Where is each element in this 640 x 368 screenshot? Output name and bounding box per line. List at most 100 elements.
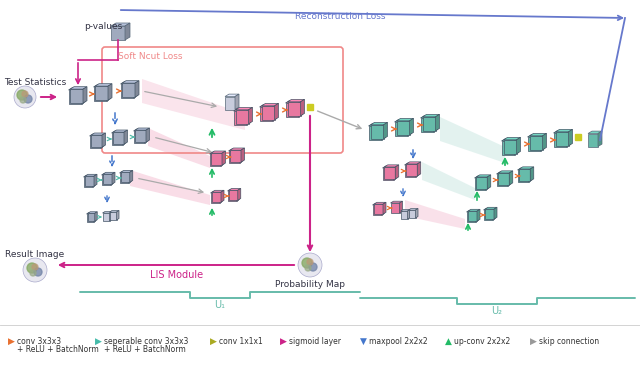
Polygon shape [568,130,573,146]
Polygon shape [246,109,250,125]
Circle shape [34,268,42,276]
Polygon shape [405,200,465,229]
Polygon shape [422,114,440,117]
Polygon shape [93,175,95,187]
Polygon shape [83,177,93,187]
Polygon shape [518,168,532,170]
Polygon shape [241,148,244,162]
Polygon shape [225,96,235,110]
Polygon shape [228,190,237,200]
Polygon shape [509,171,513,185]
Polygon shape [394,166,397,180]
Text: LIS Module: LIS Module [150,270,203,280]
Polygon shape [486,176,489,190]
Polygon shape [220,191,223,203]
Polygon shape [109,210,119,212]
Polygon shape [211,191,223,193]
Text: Probability Map: Probability Map [275,280,345,289]
Circle shape [309,263,317,271]
Polygon shape [556,130,573,132]
Polygon shape [401,211,408,219]
Text: + ReLU + BatchNorm: + ReLU + BatchNorm [104,345,186,354]
Polygon shape [90,136,100,148]
Polygon shape [239,149,243,163]
Text: up-conv 2x2x2: up-conv 2x2x2 [454,337,510,346]
Polygon shape [102,175,111,185]
Polygon shape [120,82,138,84]
Polygon shape [440,117,505,163]
Circle shape [302,258,312,268]
Polygon shape [394,122,408,136]
Polygon shape [381,124,385,140]
Polygon shape [275,103,278,120]
Polygon shape [102,133,106,147]
Polygon shape [227,189,239,191]
Polygon shape [83,87,87,103]
Polygon shape [209,154,221,166]
Circle shape [307,259,313,265]
Polygon shape [504,140,516,154]
Polygon shape [230,148,244,150]
Polygon shape [116,210,119,220]
Polygon shape [228,188,241,190]
Polygon shape [566,131,570,147]
Polygon shape [410,118,413,135]
Polygon shape [372,203,385,205]
Polygon shape [408,209,410,219]
Polygon shape [90,134,104,136]
Polygon shape [135,128,150,130]
Text: ▶: ▶ [530,337,537,346]
Polygon shape [135,130,146,142]
Polygon shape [298,100,303,117]
Circle shape [17,90,27,100]
Text: U₁: U₁ [214,300,225,310]
Polygon shape [420,118,433,132]
Polygon shape [108,84,112,100]
Polygon shape [111,26,125,40]
Polygon shape [103,172,115,174]
Polygon shape [529,134,547,136]
Polygon shape [236,110,248,124]
Polygon shape [121,170,132,172]
Polygon shape [381,203,385,215]
Polygon shape [209,152,224,154]
Polygon shape [221,190,224,202]
Text: ▶: ▶ [210,337,217,346]
Polygon shape [527,137,541,151]
Polygon shape [397,121,410,135]
Polygon shape [422,162,475,200]
Polygon shape [88,213,95,221]
Polygon shape [102,173,113,175]
Polygon shape [228,151,239,163]
Text: Result Image: Result Image [5,250,64,259]
Polygon shape [406,162,420,164]
Polygon shape [417,162,420,176]
Text: ▶: ▶ [280,337,287,346]
Polygon shape [259,107,273,121]
Polygon shape [122,83,135,97]
Polygon shape [384,165,399,167]
Polygon shape [148,128,210,168]
Polygon shape [145,129,148,143]
Text: sigmoid layer: sigmoid layer [289,337,341,346]
Text: conv 1x1x1: conv 1x1x1 [219,337,263,346]
Polygon shape [103,174,112,184]
Polygon shape [85,176,94,186]
Polygon shape [95,212,97,221]
Text: U₂: U₂ [492,306,502,316]
Polygon shape [485,209,494,219]
Polygon shape [222,151,225,165]
Text: p-values: p-values [84,22,122,31]
Polygon shape [369,124,385,126]
Polygon shape [415,163,419,177]
Polygon shape [225,94,239,96]
Polygon shape [519,167,534,169]
Polygon shape [112,172,115,184]
Polygon shape [372,205,381,215]
Polygon shape [468,211,477,221]
Polygon shape [273,105,276,121]
Polygon shape [396,165,399,179]
Polygon shape [122,81,139,83]
Polygon shape [259,105,276,107]
Polygon shape [135,81,139,97]
